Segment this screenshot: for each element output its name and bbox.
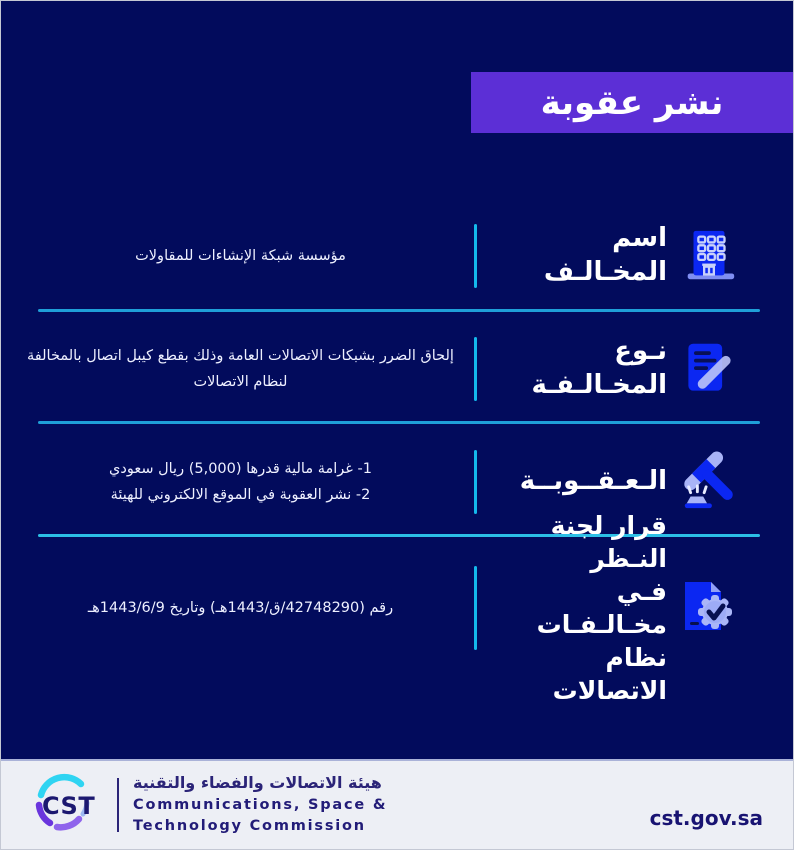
organization-name-arabic: هيئة الاتصالات والفضاء والتقنية: [133, 772, 382, 792]
footer-logo-divider: [117, 778, 119, 832]
violation-type-row: نـوع المخـالـفـة إلحاق الضرر بشبكات الات…: [1, 322, 793, 416]
website-url: cst.gov.sa: [649, 806, 763, 830]
penalty-value: 1- غرامة مالية قدرها (5,000) ريال سعودي …: [109, 460, 372, 503]
banner-title: نشر عقوبة: [540, 82, 724, 123]
row-label-penalty: الـعـقــوبــة: [519, 466, 667, 497]
committee-decision-row: قرار لجنة النـظر فـي مخـالـفـات نظام الا…: [1, 511, 793, 705]
cst-logo-text: CST: [42, 792, 96, 820]
violator-name-value: مؤسسة شبكة الإنشاءات للمقاولات: [135, 247, 346, 264]
section-divider: [38, 309, 760, 312]
violator-name-row: اسم المخـالـف مؤسسة شبكة الإنشاءات للمقا…: [1, 209, 793, 303]
section-divider: [38, 534, 760, 537]
vertical-divider: [474, 337, 477, 401]
row-label-committee-decision: قرار لجنة النـظر فـي مخـالـفـات نظام الا…: [536, 511, 667, 705]
section-divider: [38, 421, 760, 424]
organization-name-english: Communications, Space & Technology Commi…: [133, 796, 388, 834]
decision-check-icon: [677, 576, 741, 640]
violation-type-value: إلحاق الضرر بشبكات الاتصالات العامة وذلك…: [27, 347, 454, 390]
document-pen-icon: [677, 338, 741, 400]
penalty-row: الـعـقــوبــة 1- غرامة مالية قدرها (5,00…: [1, 435, 793, 529]
vertical-divider: [474, 566, 477, 650]
vertical-divider: [474, 450, 477, 514]
vertical-divider: [474, 224, 477, 288]
decision-number-value: رقم (42748290/ق/1443هـ) وتاريخ 1443/6/9ه…: [87, 599, 394, 616]
cst-logo: CST: [31, 771, 101, 839]
building-icon: [677, 225, 741, 287]
banner: نشر عقوبة: [471, 72, 793, 133]
row-label-violator-name: اسم المخـالـف: [543, 223, 667, 287]
organization-name: هيئة الاتصالات والفضاء والتقنية Communic…: [133, 773, 387, 837]
footer: CST هيئة الاتصالات والفضاء والتقنية Comm…: [1, 759, 793, 849]
row-label-violation-type: نـوع المخـالـفـة: [531, 336, 667, 400]
gavel-icon: [677, 451, 741, 513]
